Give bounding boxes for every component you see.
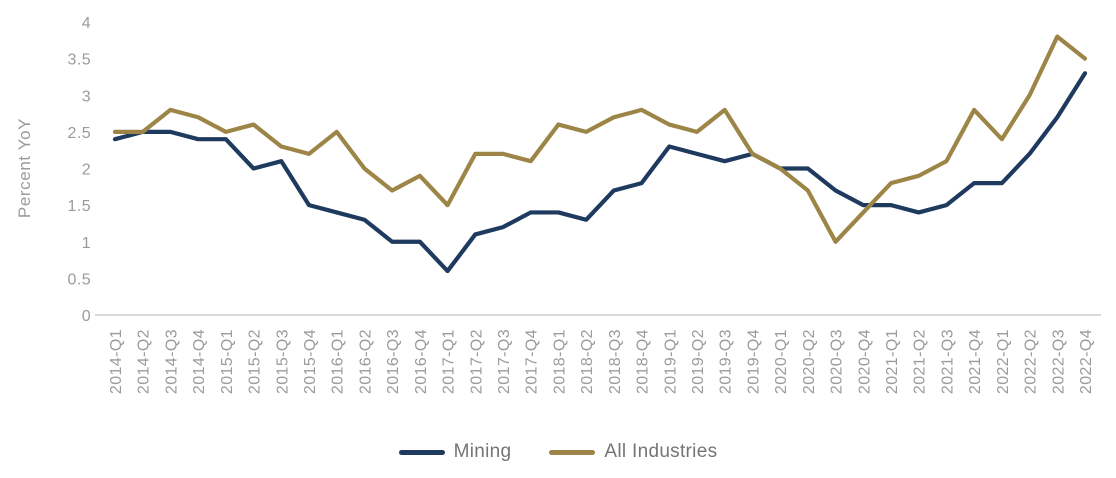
x-tick-label: 2017-Q3: [496, 329, 513, 394]
x-tick-label: 2014-Q1: [108, 329, 125, 394]
series-line-all-industries: [112, 34, 1088, 244]
x-tick-label: 2016-Q1: [330, 329, 347, 394]
x-tick-label: 2019-Q4: [745, 329, 762, 394]
y-tick-label: 4: [82, 15, 91, 32]
y-tick-label: 0.5: [68, 271, 91, 288]
x-tick-label: 2022-Q3: [1050, 329, 1067, 394]
x-tick-label: 2018-Q2: [579, 329, 596, 394]
legend-item-mining: Mining: [398, 441, 512, 463]
y-tick-label: 2.5: [68, 125, 91, 142]
x-tick-label: 2020-Q3: [829, 329, 846, 394]
x-tick-label: 2017-Q2: [468, 329, 485, 394]
x-tick-label: 2019-Q3: [718, 329, 735, 394]
legend-swatch-mining: [398, 449, 445, 455]
x-tick-label: 2021-Q2: [912, 329, 929, 394]
x-tick-label: 2020-Q1: [773, 329, 790, 394]
y-tick-label: 2: [82, 162, 91, 179]
x-tick-label: 2016-Q3: [385, 329, 402, 394]
y-tick-label: 3: [82, 88, 91, 105]
legend-label-all-industries: All Industries: [604, 441, 718, 462]
y-tick-label: 0: [82, 308, 91, 325]
legend-item-all-industries: All Industries: [549, 441, 717, 463]
y-tick-label: 1: [82, 235, 91, 252]
y-tick-label: 1.5: [68, 198, 91, 215]
x-tick-label: 2014-Q4: [191, 329, 208, 394]
x-tick-label: 2015-Q1: [219, 329, 236, 394]
x-tick-label: 2018-Q3: [607, 329, 624, 394]
x-tick-label: 2015-Q3: [274, 329, 291, 394]
x-tick-label: 2021-Q3: [939, 329, 956, 394]
series-line-mining: [112, 71, 1088, 274]
chart-legend: Mining All Industries: [0, 430, 1116, 474]
x-tick-label: 2021-Q1: [884, 329, 901, 394]
x-tick-label: 2014-Q3: [163, 329, 180, 394]
chart-plot-area: Percent YoY 0 0.5 1 1.5 2 2.5 3 3.5 4 2014-Q1 2014…: [15, 15, 1101, 394]
x-tick-label: 2022-Q1: [995, 329, 1012, 394]
x-tick-label: 2016-Q2: [357, 329, 374, 394]
x-tick-label: 2014-Q2: [136, 329, 153, 394]
x-tick-label: 2019-Q1: [662, 329, 679, 394]
legend-label-mining: Mining: [453, 441, 512, 462]
x-tick-label: 2018-Q1: [551, 329, 568, 394]
x-tick-label: 2021-Q4: [967, 329, 984, 394]
x-tick-label: 2015-Q4: [302, 329, 319, 394]
y-axis-title: Percent YoY: [15, 118, 34, 218]
x-tick-label: 2020-Q2: [801, 329, 818, 394]
x-tick-label: 2015-Q2: [247, 329, 264, 394]
x-tick-label: 2018-Q4: [635, 329, 652, 394]
y-tick-label: 3.5: [68, 52, 91, 69]
x-tick-label: 2016-Q4: [413, 329, 430, 394]
x-tick-label: 2017-Q1: [441, 329, 458, 394]
x-tick-label: 2022-Q2: [1023, 329, 1040, 394]
x-tick-label: 2019-Q2: [690, 329, 707, 394]
x-tick-label: 2017-Q4: [524, 329, 541, 394]
x-tick-label: 2022-Q4: [1078, 329, 1095, 394]
legend-swatch-all-industries: [549, 449, 596, 455]
x-tick-label: 2020-Q4: [856, 329, 873, 394]
